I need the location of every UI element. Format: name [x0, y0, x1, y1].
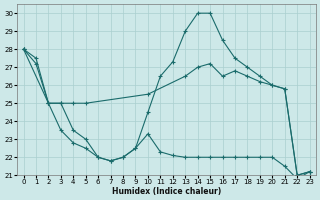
X-axis label: Humidex (Indice chaleur): Humidex (Indice chaleur) [112, 187, 221, 196]
